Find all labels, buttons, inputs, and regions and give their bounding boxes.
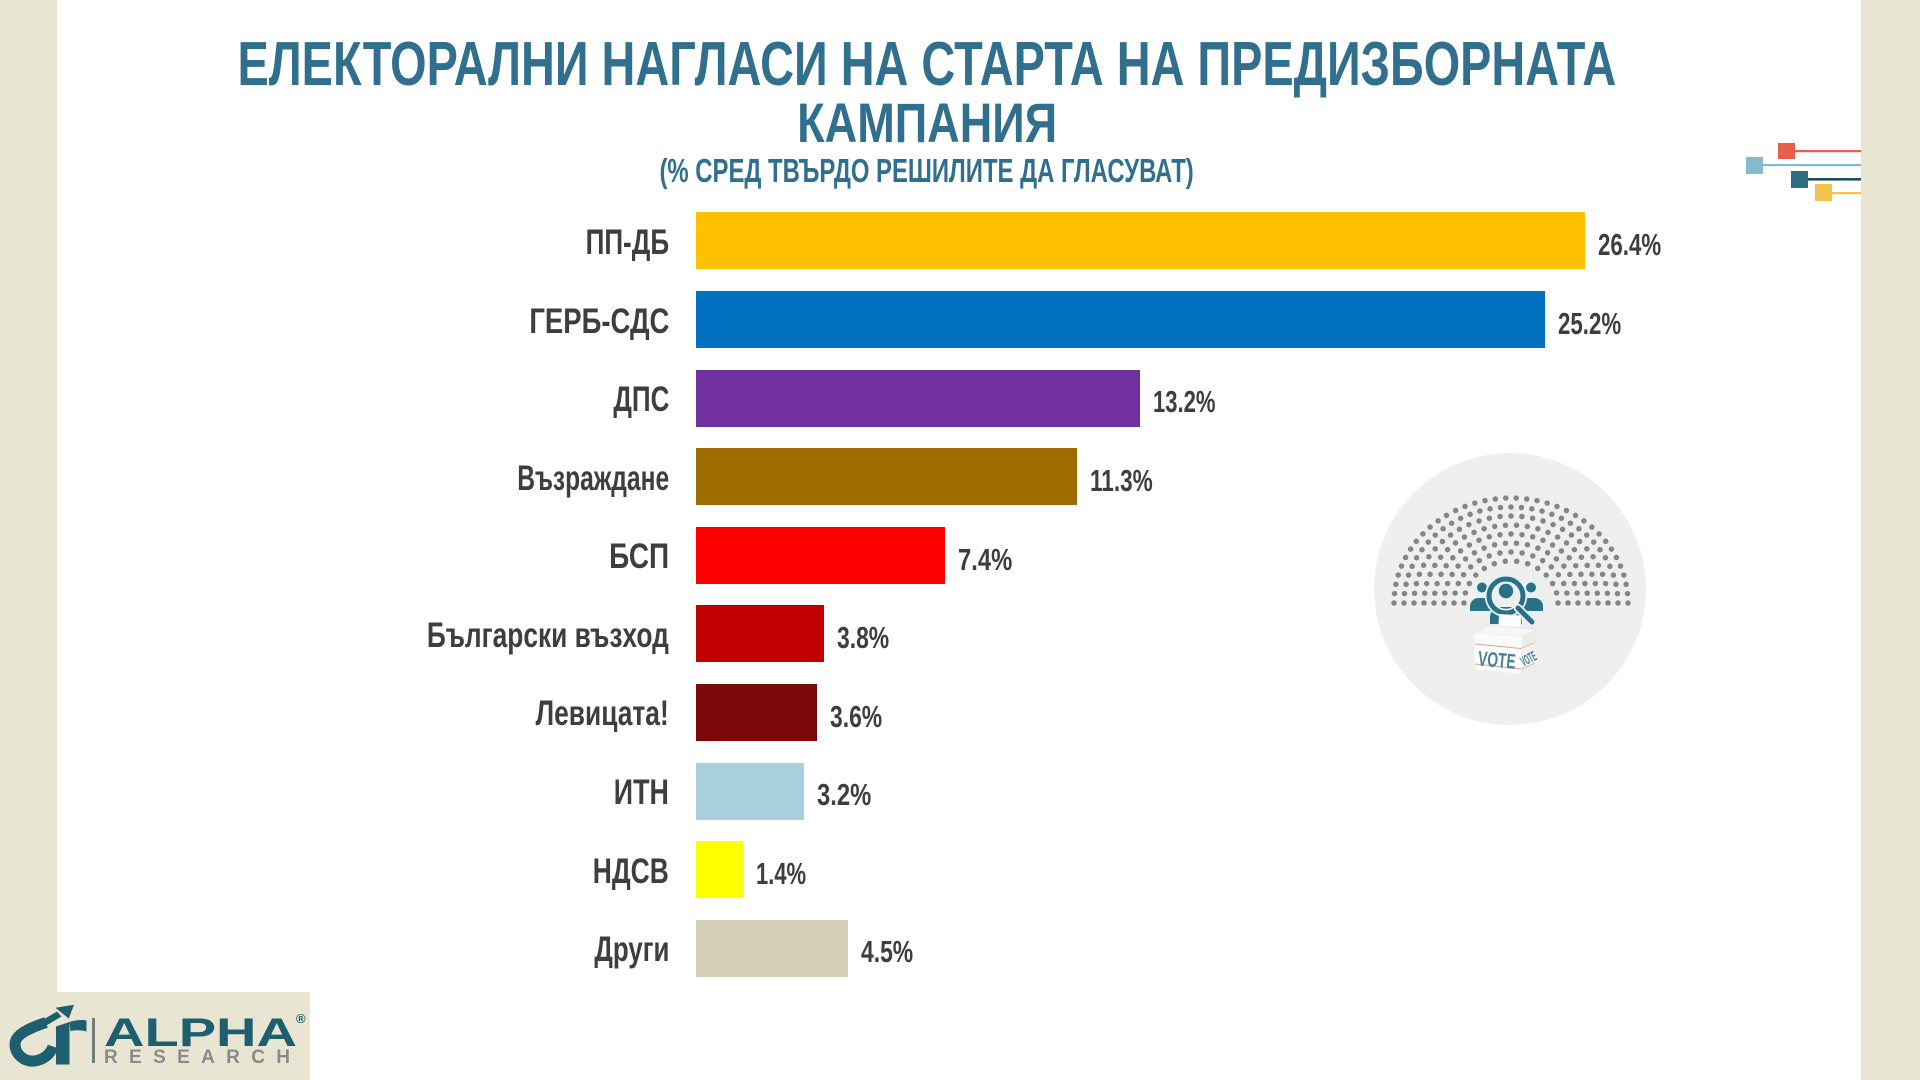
svg-text:VOTE: VOTE xyxy=(1518,649,1539,670)
svg-text:®: ® xyxy=(296,1011,306,1026)
svg-text:ALPHA: ALPHA xyxy=(104,1011,297,1055)
svg-text:VOTE: VOTE xyxy=(1477,647,1517,674)
